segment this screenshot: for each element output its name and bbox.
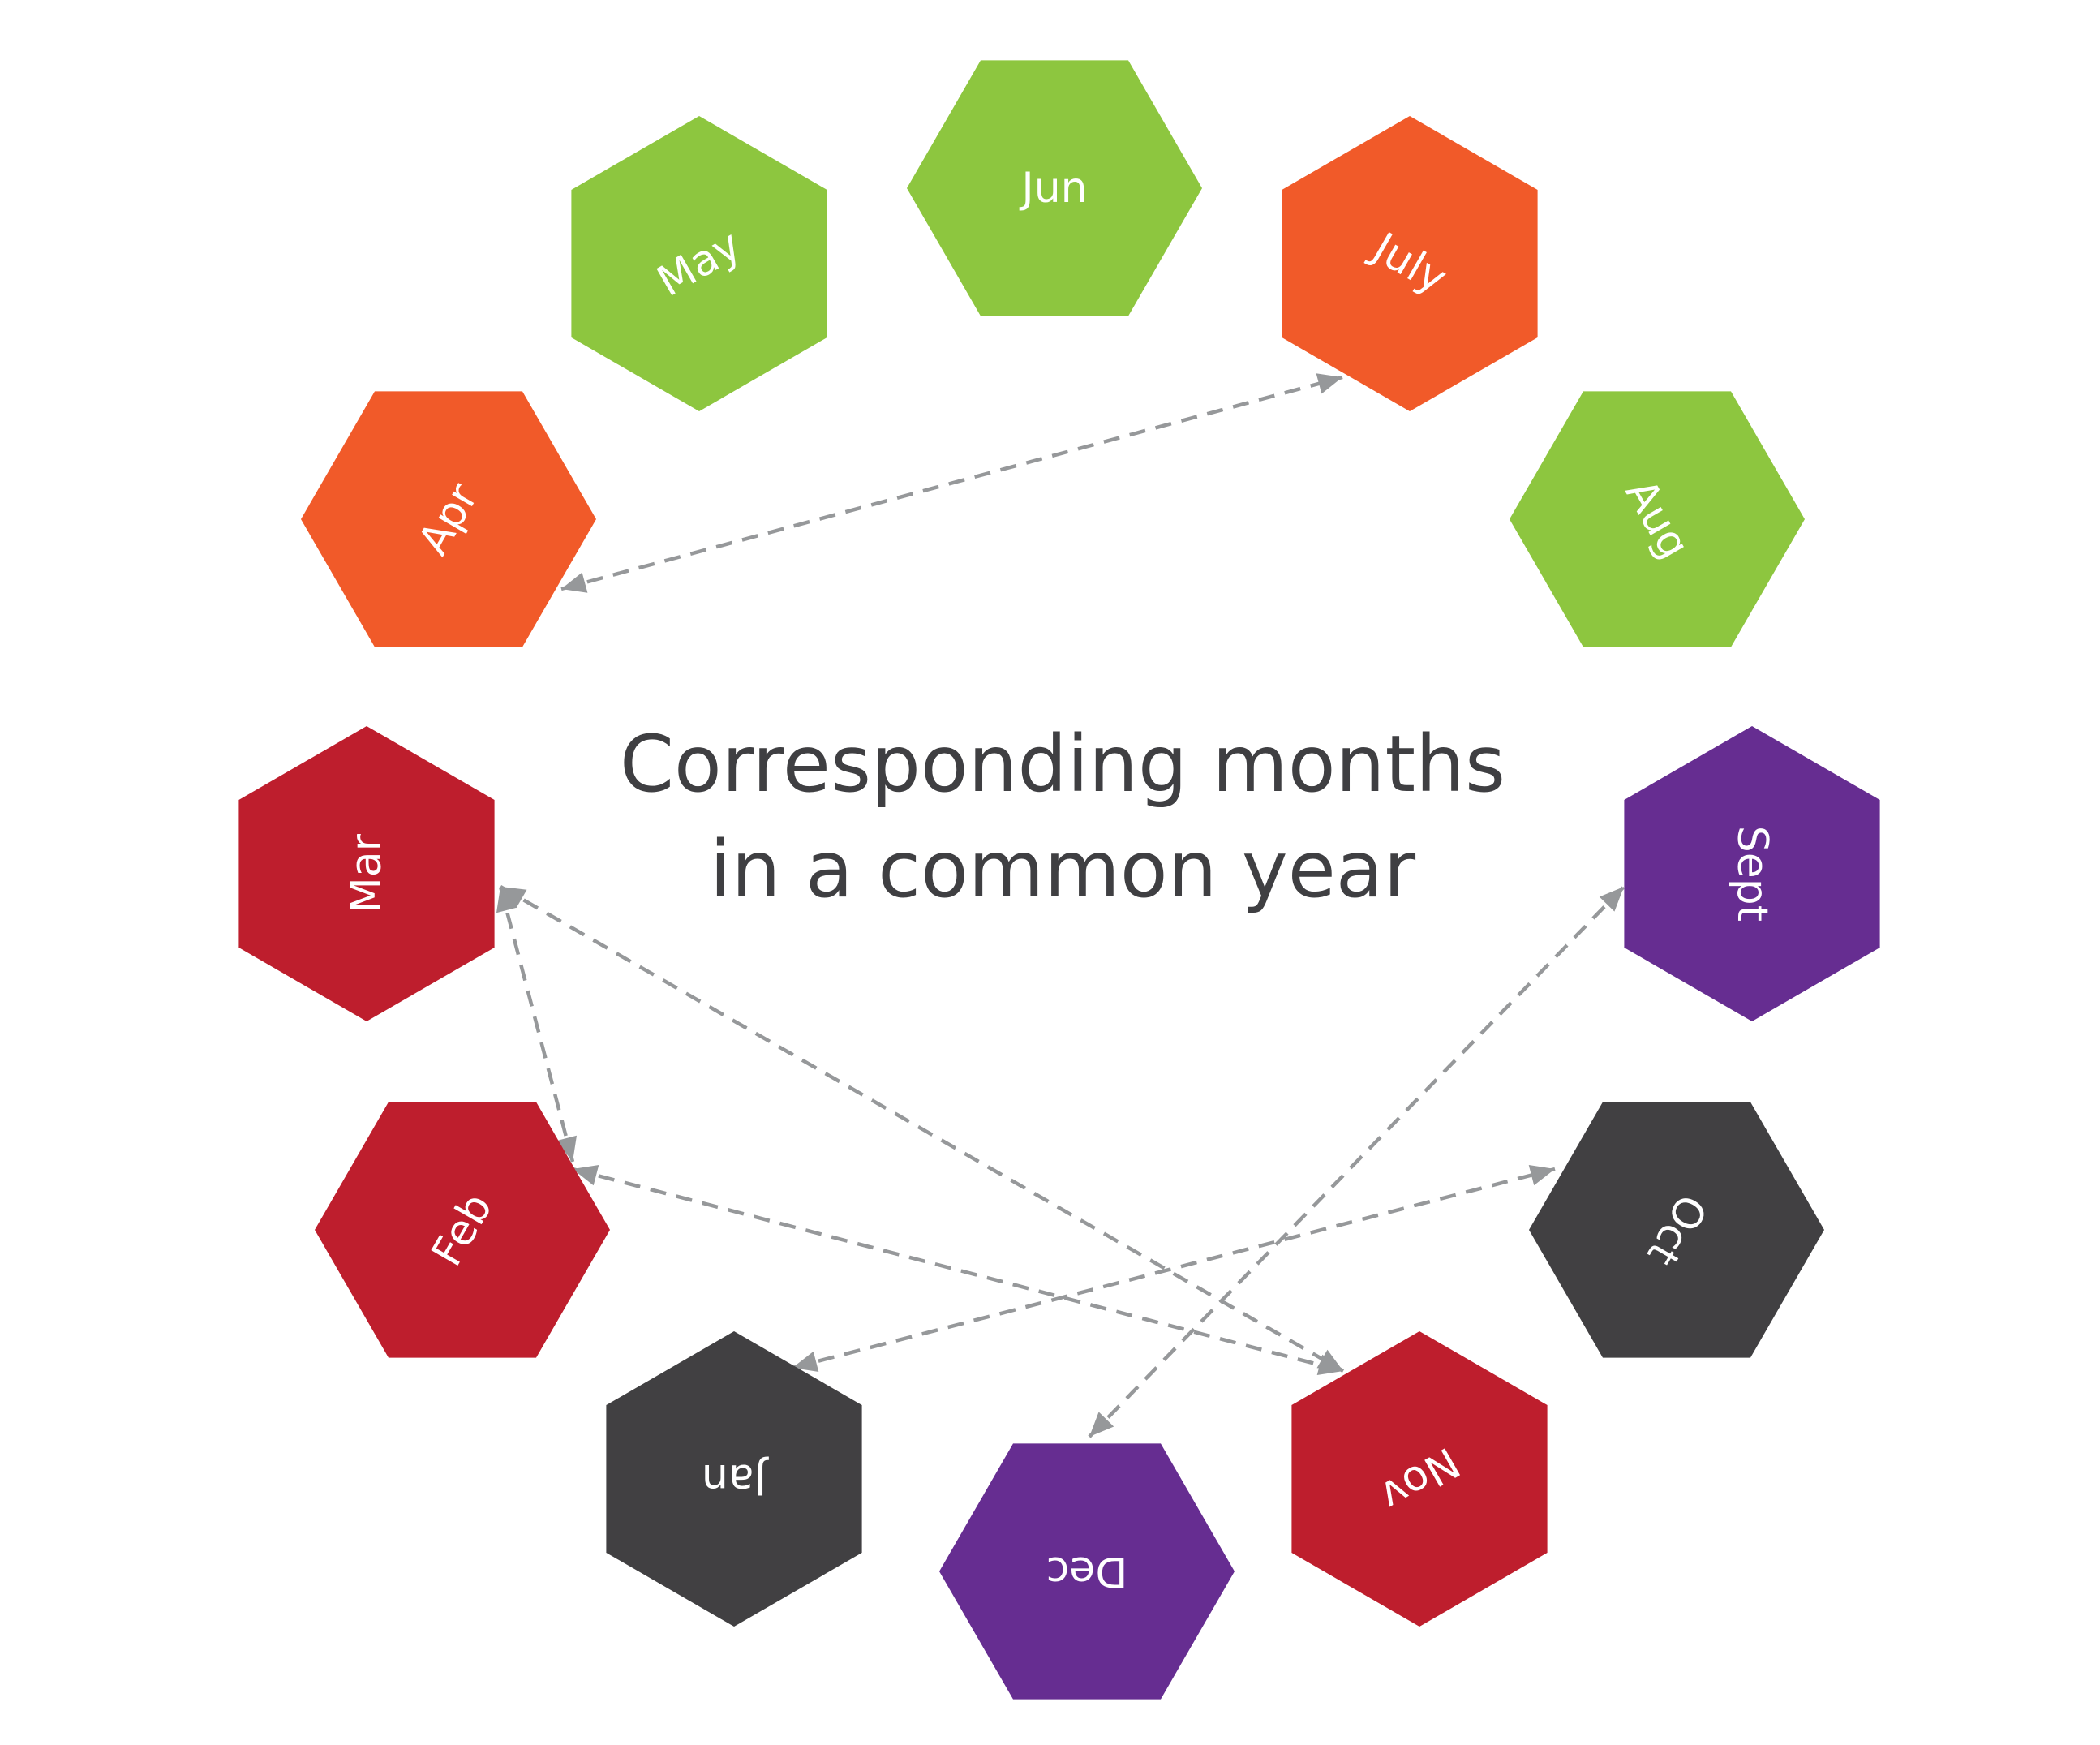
hexagon-nov <box>1291 1331 1548 1627</box>
connector-jan-oct <box>792 1167 1556 1370</box>
hexagon-jun <box>907 60 1202 316</box>
arrowhead-apr-jul-end <box>1316 373 1342 394</box>
connector-feb-mar <box>498 886 575 1163</box>
arrowhead-jan-oct-start <box>792 1351 819 1372</box>
arrowhead-feb-nov-end <box>1316 1354 1343 1375</box>
connector-feb-nov <box>572 1167 1344 1373</box>
connector-apr-jul <box>560 375 1343 591</box>
month-label-sep: Sept <box>1728 826 1776 922</box>
diagram-title-line-1: Corresponding months <box>620 719 1505 810</box>
connector-mar-nov <box>499 885 1345 1373</box>
hexagon-oct <box>1529 1102 1824 1358</box>
hexagon-aug <box>1510 391 1805 647</box>
hexagon-sep <box>1624 726 1880 1021</box>
month-label-jan: Jan <box>702 1455 769 1503</box>
month-label-mar: Mar <box>342 833 391 913</box>
arrowhead-feb-mar-start <box>556 1135 577 1162</box>
hexagon-dec <box>939 1443 1235 1700</box>
arrowhead-feb-nov-start <box>573 1165 599 1186</box>
arrowhead-feb-mar-end <box>496 887 517 913</box>
arrowhead-mar-nov-start <box>500 887 527 909</box>
month-label-dec: Dec <box>1046 1547 1128 1596</box>
arrowhead-jan-oct-end <box>1528 1165 1555 1186</box>
diagram-title-line-2: in a common year <box>710 824 1416 915</box>
hexagon-jul <box>1282 116 1538 411</box>
connector-dec-sep <box>1088 885 1625 1438</box>
arrowhead-apr-jul-start <box>561 572 588 593</box>
arrowhead-dec-sep-end <box>1599 887 1624 912</box>
hexagon-apr <box>301 391 596 647</box>
hexagon-mar <box>238 726 495 1021</box>
hexagon-feb <box>315 1102 610 1358</box>
hexagon-jan <box>606 1331 862 1627</box>
connector-layer <box>496 373 1625 1438</box>
month-label-jun: Jun <box>1019 164 1087 213</box>
arrowhead-dec-sep-start <box>1089 1412 1114 1437</box>
hexagon-may <box>571 116 827 411</box>
